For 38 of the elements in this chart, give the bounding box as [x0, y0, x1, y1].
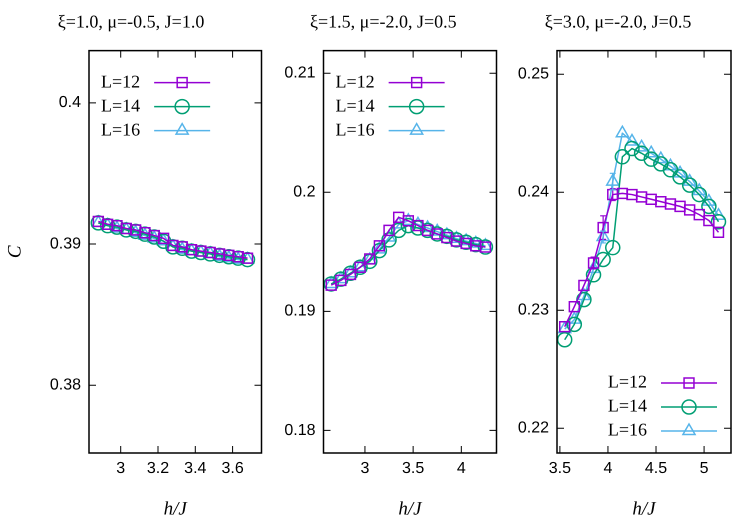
x-axis-title: h/J	[164, 498, 188, 520]
y-tick-label: 0.38	[50, 376, 82, 394]
x-tick-label: 4	[603, 460, 612, 478]
y-tick-label: 0.39	[50, 235, 82, 252]
y-tick-label: 0.24	[518, 184, 550, 201]
x-axis-title: h/J	[398, 498, 424, 520]
x-tick-label: 4	[456, 460, 466, 478]
y-tick-label: 0.19	[284, 302, 316, 320]
x-tick-label: 3.6	[221, 460, 244, 478]
y-tick-label: 0.21	[284, 64, 316, 82]
legend-label: L=12	[608, 372, 648, 392]
chart-title: ξ=1.0, μ=-0.5, J=1.0	[58, 12, 204, 32]
y-tick-label: 0.2	[293, 184, 316, 201]
legend-label: L=16	[608, 420, 648, 440]
legend-label: L=16	[101, 119, 140, 140]
chart-title: ξ=1.5, μ=-2.0, J=0.5	[310, 12, 457, 32]
y-tick-label: 0.22	[518, 420, 550, 437]
legend-label: L=12	[336, 71, 375, 92]
legend-label: L=14	[336, 95, 375, 116]
y-tick-label: 0.25	[518, 66, 550, 83]
legend-label: L=12	[101, 71, 140, 92]
x-tick-label: 5	[700, 460, 709, 478]
y-tick-label: 0.4	[58, 94, 82, 112]
x-tick-label: 3	[116, 460, 126, 478]
x-tick-label: 3	[360, 460, 370, 478]
y-axis-title: C	[4, 245, 26, 258]
legend-label: L=14	[101, 95, 140, 116]
chart-title: ξ=3.0, μ=-2.0, J=0.5	[544, 12, 692, 32]
x-tick-label: 3.4	[184, 460, 207, 478]
x-tick-label: 3.2	[146, 460, 170, 478]
x-tick-label: 3.5	[548, 460, 572, 478]
y-tick-label: 0.23	[518, 302, 550, 319]
legend-label: L=16	[336, 119, 375, 140]
x-tick-label: 4.5	[644, 460, 668, 478]
y-tick-label: 0.18	[284, 422, 316, 439]
x-tick-label: 3.5	[402, 460, 424, 478]
legend-label: L=14	[608, 396, 648, 416]
x-axis-title: h/J	[632, 498, 658, 520]
